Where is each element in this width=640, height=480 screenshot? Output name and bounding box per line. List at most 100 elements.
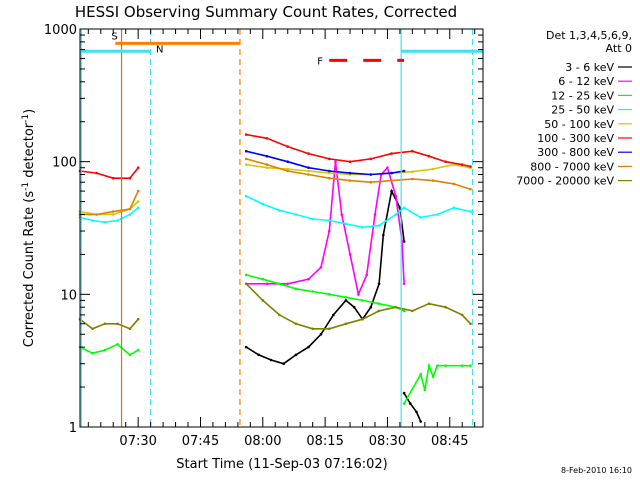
series-1-point [409,402,412,405]
series-9-point [311,327,315,331]
series-8-line-1 [80,190,139,216]
series-1-point [390,189,393,193]
series-2-point [307,277,310,281]
series-8-point [452,182,456,186]
series-8 [78,157,472,216]
series-7-point [402,169,406,173]
y-axis-label-sup2: -1 [21,114,31,123]
y-axis-label: Corrected Count Rate (s-1 detector-1) [21,109,37,347]
series-3-line-3 [403,362,471,404]
series-1-point [269,358,273,362]
series-1-point [398,206,402,209]
y-tick-label-2: 10 [60,288,77,303]
series-4-point [116,219,119,222]
series-2-point [357,293,360,296]
series-3-point [91,351,94,355]
y-axis-label-mid: detector [22,122,37,182]
series-5-point [286,167,290,171]
series-3-point [444,364,447,368]
series-9-point [344,322,348,326]
series-3-line-2 [245,274,405,312]
series-9-point [244,282,248,286]
series-9-point [460,313,464,317]
series-2-point [386,166,389,169]
series-3-point [328,293,331,296]
series-8-point [244,157,248,161]
series-3-point [311,290,315,293]
series-5-point [265,166,269,169]
series-4-line-2 [245,195,471,229]
series-1-point [307,345,310,349]
legend-label-8: 800 - 7000 keV [530,160,614,173]
series-4-point [311,217,315,221]
series-1-point [369,305,373,309]
series-1-point [244,345,248,349]
series-6-point [244,133,248,136]
legend-title-line2: Att 0 [606,42,632,55]
series-3-point [469,364,472,368]
series-6-point [444,160,447,163]
series-3-point [103,348,107,352]
series-9-point [294,322,298,326]
series-2-point [286,282,290,286]
x-tick-label-6: 08:45 [431,434,468,449]
y-tick-label-3: 100 [52,156,77,171]
series-9-point [261,299,265,302]
series-9-point [427,302,431,306]
series-8-point [136,189,140,193]
series-1-point [402,391,406,395]
series-4-point [294,213,298,216]
series-9-point [91,327,94,331]
series-9-point [136,317,140,321]
legend-label-3: 12 - 25 keV [551,89,614,102]
series-7-point [265,154,269,158]
series-3-point [431,375,435,378]
y-axis-label-main: Corrected Count Rate (s [22,191,37,348]
series-6-point [136,166,140,169]
series-7-point [286,160,290,163]
series-9 [78,282,472,331]
x-tick-label-4: 08:15 [306,434,343,449]
series-1-point [415,410,418,414]
series-4-point [436,213,439,216]
series-9-point [278,313,281,317]
legend-label-4: 25 - 50 keV [551,104,614,117]
series-2-point [319,266,323,269]
series-6-point [427,154,431,158]
series-3-point [361,299,364,302]
series-4-point [394,213,398,216]
legend-label-2: 6 - 12 keV [558,75,614,88]
series-9-point [361,317,364,321]
series-6-point [265,137,269,140]
series-6-point [286,145,290,148]
y-tick-label-4: 1000 [44,23,77,38]
x-tick-label-1: 07:30 [119,434,156,449]
series-2-point [265,282,269,286]
series-3-point [377,302,381,306]
series-9-point [394,305,398,309]
series-2-point [328,229,331,233]
chart-title: HESSI Observing Summary Count Rates, Cor… [75,3,457,21]
series-8-point [128,207,132,211]
series-4-point [328,219,331,222]
series-8-point [307,173,310,176]
series-4-point [402,206,406,209]
series-3-point [244,273,248,277]
series-8-point [431,179,435,182]
series-4 [78,194,472,229]
x-tick-label-3: 08:00 [244,434,281,449]
series-7-point [244,149,248,153]
legend-title-line1: Det 1,3,4,5,6,9, [546,29,632,42]
axis-ticks: 07:30 07:45 08:00 08:15 08:30 08:45 1 10 100 1000 [44,23,483,449]
series-4-point [419,216,423,219]
series-8-line-2 [245,158,471,190]
series-1-point [294,353,298,357]
series-3-point [423,388,427,392]
flag-label-2: N [156,45,163,56]
series-3-point [116,343,119,346]
series-2-point [402,282,406,286]
series-7-point [328,169,331,173]
series-2-point [394,194,398,198]
